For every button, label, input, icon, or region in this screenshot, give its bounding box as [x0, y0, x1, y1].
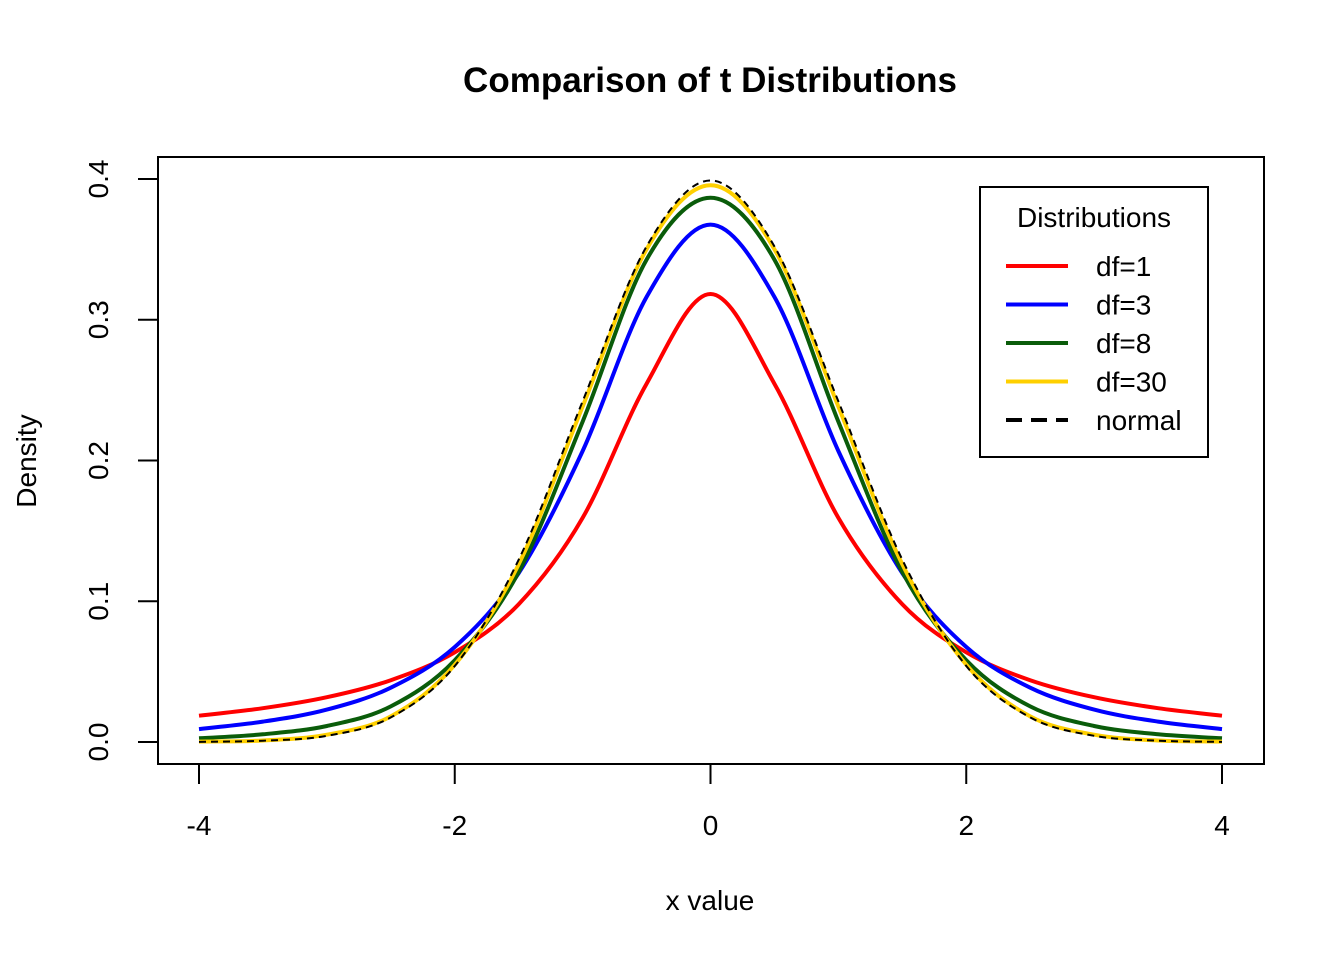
legend-label-df-8: df=8 — [1096, 328, 1151, 359]
y-tick-label: 0.0 — [83, 723, 114, 762]
y-tick-label: 0.3 — [83, 300, 114, 339]
series-line-df-3 — [198, 222, 1223, 732]
legend-label-df-1: df=1 — [1096, 251, 1151, 282]
legend-label-normal: normal — [1096, 405, 1182, 436]
legend-items: df=1 df=3 df=8 df=30 normal — [1006, 251, 1182, 436]
legend-box — [979, 186, 1209, 458]
y-tick-label: 0.1 — [83, 582, 114, 621]
legend-label-df-30: df=30 — [1096, 367, 1167, 398]
y-tick-label: 0.2 — [83, 441, 114, 480]
series-line-normal — [198, 179, 1223, 743]
x-tick-label: 4 — [1214, 810, 1230, 841]
legend-title: Distributions — [1017, 202, 1171, 233]
series-line-df-8 — [198, 195, 1223, 741]
series-group — [198, 179, 1223, 744]
x-tick-label: -2 — [442, 810, 467, 841]
x-axis: -4 -2 0 2 4 — [187, 763, 1230, 841]
series-line-df-1 — [198, 292, 1223, 718]
x-tick-label: 2 — [958, 810, 974, 841]
legend-label-df-3: df=3 — [1096, 290, 1151, 321]
x-axis-label: x value — [666, 885, 755, 916]
y-tick-label: 0.4 — [83, 160, 114, 199]
y-axis-label: Density — [11, 414, 42, 507]
y-axis: 0.0 0.1 0.2 0.3 0.4 — [83, 160, 159, 762]
legend: Distributions df=1 df=3 df=8 df=30 normal — [979, 186, 1209, 458]
x-tick-label: 0 — [703, 810, 719, 841]
x-tick-label: -4 — [187, 810, 212, 841]
chart-title: Comparison of t Distributions — [463, 61, 957, 100]
